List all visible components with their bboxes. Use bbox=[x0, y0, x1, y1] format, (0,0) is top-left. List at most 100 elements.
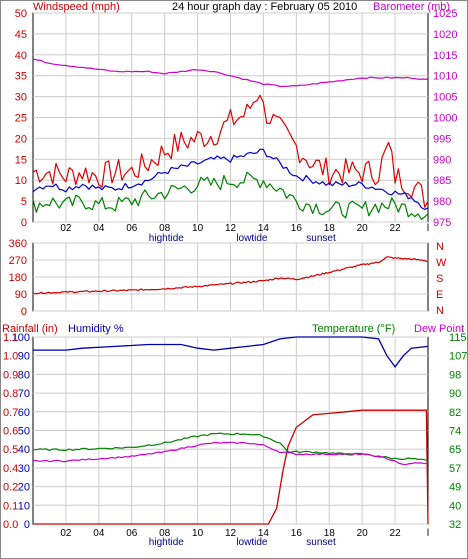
wind-direction-line bbox=[32, 256, 429, 295]
temperature-tick-label: 32 bbox=[449, 519, 461, 531]
barometer-tick-label: 985 bbox=[433, 175, 451, 187]
rain-tick-label: 0.1 bbox=[3, 500, 18, 512]
barometer-tick-label: 1000 bbox=[433, 113, 457, 125]
series-layer bbox=[32, 58, 429, 525]
humidity-panel-x-tick-label: 02 bbox=[60, 528, 72, 539]
wind-panel-x-tick-label: 02 bbox=[60, 223, 72, 234]
wind-panel-x-tick-label: 04 bbox=[93, 223, 105, 234]
wind-tick-label: 40 bbox=[15, 50, 27, 62]
wind-panel-x-tick-label: 22 bbox=[390, 223, 402, 234]
rain-tick-label: 0.4 bbox=[3, 463, 18, 475]
temperature-tick-label: 98 bbox=[449, 369, 461, 381]
humidity-panel-x-tick-label: 14 bbox=[258, 528, 270, 539]
temperature-tick-label: 40 bbox=[449, 500, 461, 512]
axis-layer: 0510152025303540455097598098599099510001… bbox=[3, 8, 467, 548]
rain-tick-label: 0.7 bbox=[3, 407, 18, 419]
chart-title: 24 hour graph day : February 05 2010 bbox=[172, 1, 357, 13]
humidity-tick-label: 80 bbox=[18, 369, 30, 381]
barometer-axis-title: Barometer (mb) bbox=[373, 1, 450, 13]
humidity-tick-label: 90 bbox=[18, 351, 30, 363]
temperature-tick-label: 115 bbox=[449, 332, 467, 344]
wind-panel-event-label: sunset bbox=[306, 233, 336, 244]
humidity-axis-title: Humidity % bbox=[68, 323, 124, 335]
wind-panel-x-tick-label: 14 bbox=[258, 223, 270, 234]
humidity-panel-event-label: lowtide bbox=[236, 537, 268, 548]
humidity-line bbox=[33, 336, 429, 369]
barometer-tick-label: 995 bbox=[433, 133, 451, 145]
direction-tick-label: 90 bbox=[15, 289, 27, 301]
windspeed-line bbox=[32, 94, 429, 208]
compass-label-n-bottom: N bbox=[436, 305, 444, 317]
humidity-tick-label: 10 bbox=[18, 500, 30, 512]
humidity-tick-label: 60 bbox=[18, 407, 30, 419]
direction-tick-label: 360 bbox=[9, 238, 27, 250]
wind-tick-label: 45 bbox=[15, 29, 27, 41]
barometer-tick-label: 1015 bbox=[433, 50, 457, 62]
humidity-panel-x-tick-label: 12 bbox=[225, 528, 237, 539]
humidity-panel-x-tick-label: 22 bbox=[390, 528, 402, 539]
direction-tick-label: 270 bbox=[9, 255, 27, 267]
humidity-panel-x-tick-label: 08 bbox=[159, 528, 171, 539]
temperature-tick-label: 57 bbox=[449, 463, 461, 475]
wind-panel-x-tick-label: 18 bbox=[324, 223, 336, 234]
barometer-tick-label: 980 bbox=[433, 196, 451, 208]
wind-panel-event-label: hightide bbox=[149, 233, 184, 244]
direction-tick-label: 0 bbox=[21, 306, 27, 318]
humidity-panel-x-tick-label: 16 bbox=[291, 528, 303, 539]
humidity-tick-label: 40 bbox=[18, 444, 30, 456]
temperature-axis-title: Temperature (°F) bbox=[312, 323, 395, 335]
temperature-tick-label: 90 bbox=[449, 388, 461, 400]
rain-tick-label: 0.2 bbox=[3, 482, 18, 494]
rain-tick-label: 1.1 bbox=[3, 332, 18, 344]
humidity-panel-event-label: hightide bbox=[149, 537, 184, 548]
wind-tick-label: 50 bbox=[15, 8, 27, 20]
compass-label-e: E bbox=[436, 289, 443, 301]
humidity-panel-x-tick-label: l bbox=[427, 528, 429, 539]
barometer-line bbox=[32, 58, 429, 88]
humidity-panel-x-tick-label: 20 bbox=[357, 528, 369, 539]
rainfall-axis-title: Rainfall (in) bbox=[2, 323, 58, 335]
humidity-tick-label: 50 bbox=[18, 426, 30, 438]
rain-tick-label: 0.6 bbox=[3, 426, 18, 438]
wind-tick-label: 20 bbox=[15, 133, 27, 145]
wind-panel-event-label: lowtide bbox=[236, 233, 268, 244]
wind-tick-label: 10 bbox=[15, 175, 27, 187]
compass-label-s: S bbox=[436, 273, 443, 285]
barometer-tick-label: 1020 bbox=[433, 29, 457, 41]
barometer-tick-label: 1005 bbox=[433, 92, 457, 104]
wind-panel-x-tick-label: 06 bbox=[126, 223, 138, 234]
rain-tick-label: 0.5 bbox=[3, 444, 18, 456]
humidity-tick-label: 70 bbox=[18, 388, 30, 400]
wind-tick-label: 30 bbox=[15, 92, 27, 104]
barometer-tick-label: 1025 bbox=[433, 8, 457, 20]
temperature-tick-label: 82 bbox=[449, 407, 461, 419]
wind-panel-x-tick-label: 12 bbox=[225, 223, 237, 234]
humidity-tick-label: 30 bbox=[18, 463, 30, 475]
humidity-tick-label: 0 bbox=[24, 519, 30, 531]
wind-tick-label: 0 bbox=[21, 217, 27, 229]
wind-panel-x-tick-label: 16 bbox=[291, 223, 303, 234]
barometer-tick-label: 975 bbox=[433, 217, 451, 229]
rainfall-line bbox=[33, 409, 429, 525]
dewpoint-line bbox=[32, 441, 429, 466]
humidity-tick-label: 100 bbox=[12, 332, 30, 344]
humidity-tick-label: 20 bbox=[18, 482, 30, 494]
min-wind-line bbox=[32, 171, 429, 220]
wind-panel-x-tick-label: 10 bbox=[192, 223, 204, 234]
wind-panel-x-tick-label: l bbox=[427, 223, 429, 234]
wind-tick-label: 35 bbox=[15, 71, 27, 83]
humidity-panel-x-tick-label: 10 bbox=[192, 528, 204, 539]
avg-wind-line bbox=[32, 148, 429, 210]
wind-panel-x-tick-label: 20 bbox=[357, 223, 369, 234]
dewpoint-axis-title: Dew Point bbox=[414, 323, 464, 335]
rain-tick-label: 0.0 bbox=[3, 519, 18, 531]
wind-tick-label: 25 bbox=[15, 113, 27, 125]
temperature-tick-label: 49 bbox=[449, 482, 461, 494]
compass-label-n-top: N bbox=[436, 241, 444, 253]
temperature-tick-label: 74 bbox=[449, 426, 461, 438]
grid-layer bbox=[33, 12, 428, 525]
rain-tick-label: 0.9 bbox=[3, 369, 18, 381]
barometer-tick-label: 990 bbox=[433, 154, 451, 166]
